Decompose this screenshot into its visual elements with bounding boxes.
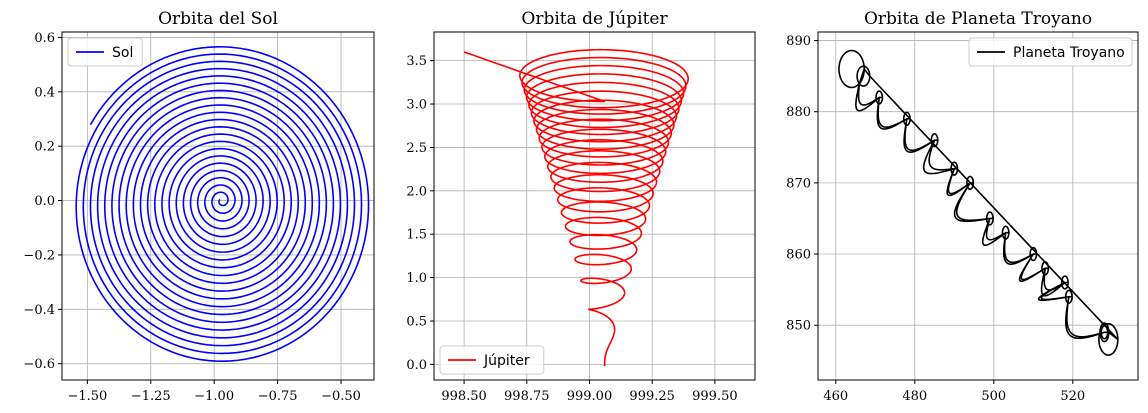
legend-label: Sol [112, 45, 133, 61]
y-tick-label: 0.6 [34, 31, 55, 46]
y-tick-label: 1.0 [406, 271, 427, 286]
axes-frame [61, 31, 375, 381]
y-tick-label: −0.2 [23, 248, 55, 263]
x-tick-label: 480 [902, 389, 927, 404]
x-tick-label: 999.25 [629, 389, 675, 404]
x-tick-label: −1.00 [194, 389, 234, 404]
y-tick-label: 870 [786, 176, 811, 191]
y-tick-label: 0.4 [34, 85, 55, 100]
legend-box [439, 345, 545, 375]
chart-troyano: 460 480 500 520 850 860 870 880 890 Orbita de Pla… [786, 9, 1139, 404]
x-tick-label: 500 [981, 389, 1006, 404]
plot-area [434, 32, 755, 380]
chart-sol: −1.50 −1.25 −1.00 −0.75 −0.50 −0.6 −0.4 −0.2 0.0… [23, 9, 375, 404]
y-tick-label: 0.5 [406, 314, 427, 329]
legend: Júpiter [439, 345, 545, 375]
y-tick-label: −0.6 [23, 357, 55, 372]
y-tick-label: 0.2 [34, 140, 55, 155]
x-tick-label: −0.75 [258, 389, 298, 404]
x-tick-label: −1.25 [131, 389, 171, 404]
series-line-sol [75, 46, 370, 363]
series-line-jupiter [463, 48, 689, 367]
y-tick-label: 850 [786, 319, 811, 334]
x-tick-label: 999.50 [692, 389, 738, 404]
chart-title: Orbita de Júpiter [521, 9, 668, 29]
legend-label: Planeta Troyano [1013, 45, 1125, 61]
x-tick-label: −0.50 [321, 389, 361, 404]
y-tick-label: 2.5 [406, 141, 427, 156]
x-tick-label: 999.00 [567, 389, 613, 404]
legend-box [67, 37, 143, 67]
chart-title: Orbita del Sol [158, 9, 278, 29]
legend: Planeta Troyano [968, 37, 1133, 67]
y-tick-label: 0.0 [406, 358, 427, 373]
series-line-troyano [838, 49, 1119, 356]
axes-frame [433, 31, 756, 381]
legend: Sol [67, 37, 143, 67]
y-tick-label: 1.5 [406, 228, 427, 243]
x-tick-label: −1.50 [67, 389, 107, 404]
y-tick-label: 3.5 [406, 54, 427, 69]
legend-label: Júpiter [483, 353, 530, 369]
x-tick-label: 998.75 [504, 389, 550, 404]
y-tick-label: 2.0 [406, 184, 427, 199]
y-tick-label: −0.4 [23, 303, 55, 318]
plot-area [62, 32, 374, 380]
y-tick-label: 3.0 [406, 98, 427, 113]
x-tick-label: 520 [1060, 389, 1085, 404]
legend-box [968, 37, 1133, 67]
x-tick-label: 460 [823, 389, 848, 404]
plot-area [818, 32, 1138, 380]
y-tick-label: 0.0 [34, 194, 55, 209]
chart-title: Orbita de Planeta Troyano [864, 9, 1092, 29]
y-tick-label: 890 [786, 34, 811, 49]
y-tick-label: 880 [786, 105, 811, 120]
x-tick-label: 998.50 [441, 389, 487, 404]
y-tick-label: 860 [786, 248, 811, 263]
chart-jupiter: 998.50 998.75 999.00 999.25 999.50 0.0 0.5 1.0 1… [406, 9, 756, 404]
axes-frame [817, 31, 1139, 381]
